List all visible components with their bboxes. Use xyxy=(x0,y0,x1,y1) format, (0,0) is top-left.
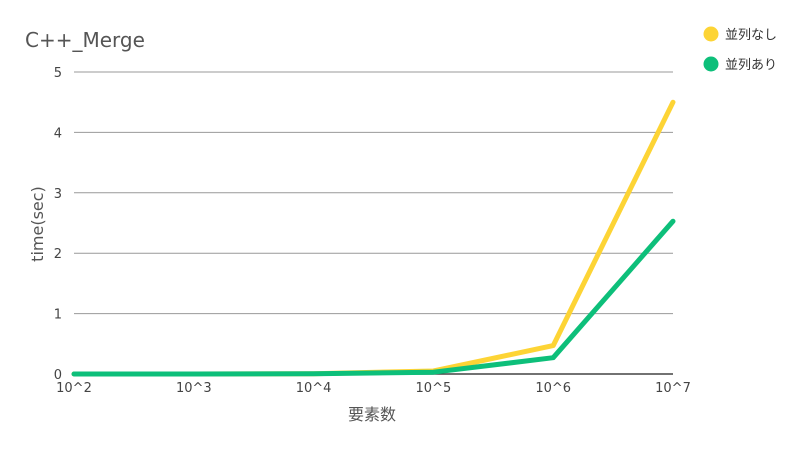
y-tick-label: 2 xyxy=(54,247,62,262)
x-tick-label: 10^5 xyxy=(416,381,452,396)
y-tick-label: 1 xyxy=(54,308,62,323)
y-tick-labels: 0 1 2 3 4 5 xyxy=(54,66,62,383)
y-tick-label: 3 xyxy=(54,187,62,202)
x-tick-labels: 10^2 10^3 10^4 10^5 10^6 10^7 xyxy=(56,381,691,396)
x-tick-label: 10^4 xyxy=(296,381,332,396)
x-tick-label: 10^6 xyxy=(535,381,571,396)
y-axis-label: time(sec) xyxy=(28,186,47,262)
legend-marker xyxy=(703,26,719,42)
legend-label: 並列あり xyxy=(725,58,777,73)
x-tick-label: 10^3 xyxy=(176,381,212,396)
x-tick-label: 10^2 xyxy=(56,381,92,396)
legend-label: 並列なし xyxy=(725,28,777,43)
y-tick-label: 5 xyxy=(54,66,62,81)
y-tick-label: 4 xyxy=(54,126,62,141)
chart-title: C++_Merge xyxy=(25,28,145,52)
legend-marker xyxy=(703,56,719,72)
x-tick-label: 10^7 xyxy=(655,381,691,396)
series-line-2 xyxy=(71,218,676,377)
series-line-1 xyxy=(71,99,676,377)
y-tick-label: 0 xyxy=(54,368,62,383)
grid xyxy=(74,71,673,375)
x-axis-label: 要素数 xyxy=(348,405,396,424)
series-lines xyxy=(71,99,676,377)
